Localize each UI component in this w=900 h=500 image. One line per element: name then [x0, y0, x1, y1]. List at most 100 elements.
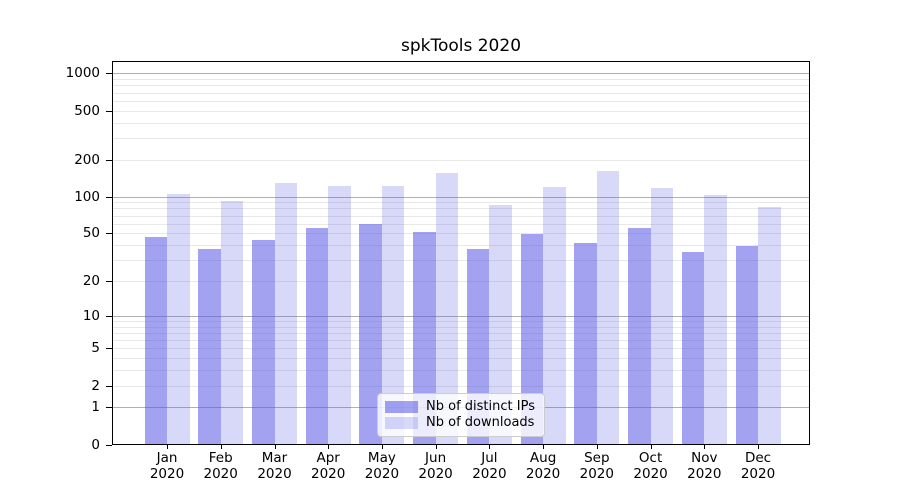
x-tick-apr — [328, 445, 330, 449]
bar-downloads-aug — [543, 186, 566, 444]
chart-title: spkTools 2020 — [400, 36, 522, 56]
y-tick-label-0: 0 — [91, 436, 100, 453]
gridline-minor-900 — [113, 79, 809, 80]
legend-item-downloads: Nb of downloads — [385, 415, 535, 431]
x-tick-label-may: May 2020 — [354, 450, 410, 482]
x-tick-oct — [650, 445, 652, 449]
y-tick-label-5: 5 — [91, 340, 100, 357]
x-tick-label-aug: Aug 2020 — [515, 450, 571, 482]
gridline-minor-500 — [113, 110, 809, 112]
x-tick-label-jul: Jul 2020 — [461, 450, 517, 482]
y-tick-label-2: 2 — [91, 377, 100, 394]
plot-area: Nb of distinct IPs Nb of downloads — [112, 61, 810, 445]
gridline-minor-60 — [113, 223, 809, 225]
x-tick-dec — [758, 445, 759, 449]
x-tick-mar — [274, 445, 276, 449]
gridline-minor-800 — [113, 85, 809, 87]
x-tick-jan — [167, 445, 168, 449]
gridline-minor-30 — [113, 260, 809, 261]
x-tick-month: Feb — [208, 450, 233, 466]
bar-downloads-sep — [596, 170, 620, 444]
y-tick-10 — [106, 315, 112, 317]
bar-distinct-ips-sep — [574, 243, 597, 444]
gridline-minor-50 — [113, 233, 809, 235]
x-tick-label-apr: Apr 2020 — [300, 450, 356, 482]
x-tick-aug — [543, 445, 545, 449]
x-tick-month: Aug — [529, 450, 557, 466]
x-tick-month: Apr — [316, 450, 340, 466]
bar-downloads-may — [381, 186, 405, 444]
bar-downloads-oct — [650, 187, 674, 444]
x-tick-year: 2020 — [257, 465, 292, 482]
bar-downloads-mar — [274, 182, 297, 444]
y-tick-50 — [106, 233, 112, 235]
gridline-minor-80 — [113, 208, 809, 210]
gridline-minor-300 — [113, 137, 809, 139]
x-tick-year: 2020 — [579, 465, 614, 482]
y-tick-label-500: 500 — [74, 102, 100, 119]
bar-downloads-nov — [704, 194, 727, 444]
gridline-major-100 — [113, 196, 809, 198]
bar-distinct-ips-apr — [305, 227, 329, 444]
x-tick-label-jun: Jun 2020 — [408, 450, 464, 482]
y-tick-1 — [106, 407, 112, 409]
x-tick-month: Nov — [691, 450, 718, 466]
x-tick-year: 2020 — [525, 465, 561, 482]
x-tick-label-mar: Mar 2020 — [247, 450, 303, 482]
x-tick-year: 2020 — [740, 465, 776, 482]
x-tick-year: 2020 — [364, 465, 400, 482]
x-tick-month: Jul — [481, 450, 498, 466]
x-tick-label-feb: Feb 2020 — [193, 450, 249, 482]
x-tick-year: 2020 — [418, 465, 453, 482]
y-tick-label-1000: 1000 — [65, 65, 100, 82]
y-tick-500 — [106, 110, 112, 112]
gridline-minor-70 — [113, 215, 809, 217]
gridline-minor-2 — [113, 385, 809, 387]
y-tick-100 — [106, 196, 112, 198]
gridline-minor-9 — [113, 320, 809, 322]
x-tick-year: 2020 — [203, 465, 238, 482]
y-tick-label-20: 20 — [82, 272, 100, 289]
x-tick-label-jan: Jan 2020 — [139, 450, 195, 482]
bar-distinct-ips-aug — [520, 233, 544, 444]
gridline-minor-4 — [113, 358, 809, 359]
gridline-minor-700 — [113, 92, 809, 94]
legend-swatch-distinct-ips — [385, 401, 419, 413]
x-tick-month: Sep — [584, 450, 610, 466]
gridline-minor-6 — [113, 340, 809, 341]
bar-distinct-ips-may — [359, 224, 382, 444]
bar-distinct-ips-feb — [198, 248, 221, 444]
x-tick-month: Jun — [425, 450, 447, 466]
gridline-minor-5 — [113, 348, 809, 350]
x-tick-month: May — [367, 450, 396, 466]
bar-distinct-ips-oct — [628, 227, 651, 444]
x-tick-year: 2020 — [149, 465, 185, 482]
y-tick-label-50: 50 — [82, 225, 100, 242]
y-tick-200 — [106, 159, 112, 161]
y-tick-5 — [106, 348, 112, 350]
x-tick-year: 2020 — [687, 465, 722, 482]
bar-downloads-apr — [328, 186, 351, 444]
x-tick-year: 2020 — [633, 465, 668, 482]
y-tick-label-200: 200 — [74, 151, 100, 168]
x-tick-label-nov: Nov 2020 — [676, 450, 732, 482]
bar-downloads-jun — [435, 173, 459, 444]
bar-downloads-jul — [489, 205, 512, 444]
bar-distinct-ips-jan — [144, 237, 167, 444]
bar-downloads-dec — [758, 206, 781, 444]
x-tick-year: 2020 — [311, 465, 346, 482]
gridline-minor-40 — [113, 245, 809, 246]
bar-downloads-jan — [167, 193, 190, 444]
gridline-minor-20 — [113, 280, 809, 282]
gridline-minor-90 — [113, 202, 809, 204]
y-tick-2 — [106, 385, 112, 387]
x-tick-may — [381, 445, 383, 449]
y-tick-0 — [106, 444, 112, 446]
y-tick-label-10: 10 — [82, 307, 100, 324]
legend: Nb of distinct IPs Nb of downloads — [377, 393, 545, 437]
x-tick-jul — [489, 445, 491, 449]
y-tick-label-1: 1 — [91, 399, 100, 416]
gridline-major-1000 — [113, 73, 809, 75]
x-tick-jun — [435, 445, 437, 449]
gridline-minor-200 — [113, 159, 809, 161]
